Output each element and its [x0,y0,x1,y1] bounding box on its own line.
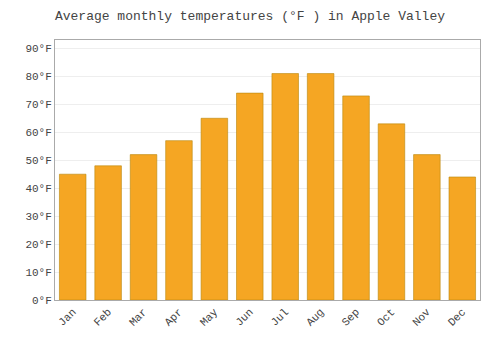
svg-text:30°F: 30°F [25,211,51,223]
svg-text:60°F: 60°F [25,127,51,139]
svg-text:10°F: 10°F [25,267,51,279]
svg-text:Average monthly temperatures (: Average monthly temperatures (°F ) in Ap… [55,9,445,24]
svg-text:0°F: 0°F [32,295,52,307]
svg-text:May: May [198,306,221,329]
svg-text:Oct: Oct [375,306,397,328]
svg-text:50°F: 50°F [25,155,51,167]
svg-text:Aug: Aug [304,306,326,328]
svg-text:80°F: 80°F [25,71,51,83]
svg-text:Jun: Jun [233,306,255,328]
svg-text:Feb: Feb [92,306,114,328]
svg-text:Jul: Jul [269,306,291,328]
svg-text:20°F: 20°F [25,239,51,251]
svg-text:Nov: Nov [410,306,433,329]
svg-text:Mar: Mar [127,306,149,328]
svg-text:40°F: 40°F [25,183,51,195]
svg-text:Sep: Sep [340,306,362,328]
svg-text:Dec: Dec [446,306,468,328]
svg-text:90°F: 90°F [25,43,51,55]
svg-text:Apr: Apr [162,306,184,328]
svg-text:Jan: Jan [56,306,78,328]
svg-text:70°F: 70°F [25,99,51,111]
